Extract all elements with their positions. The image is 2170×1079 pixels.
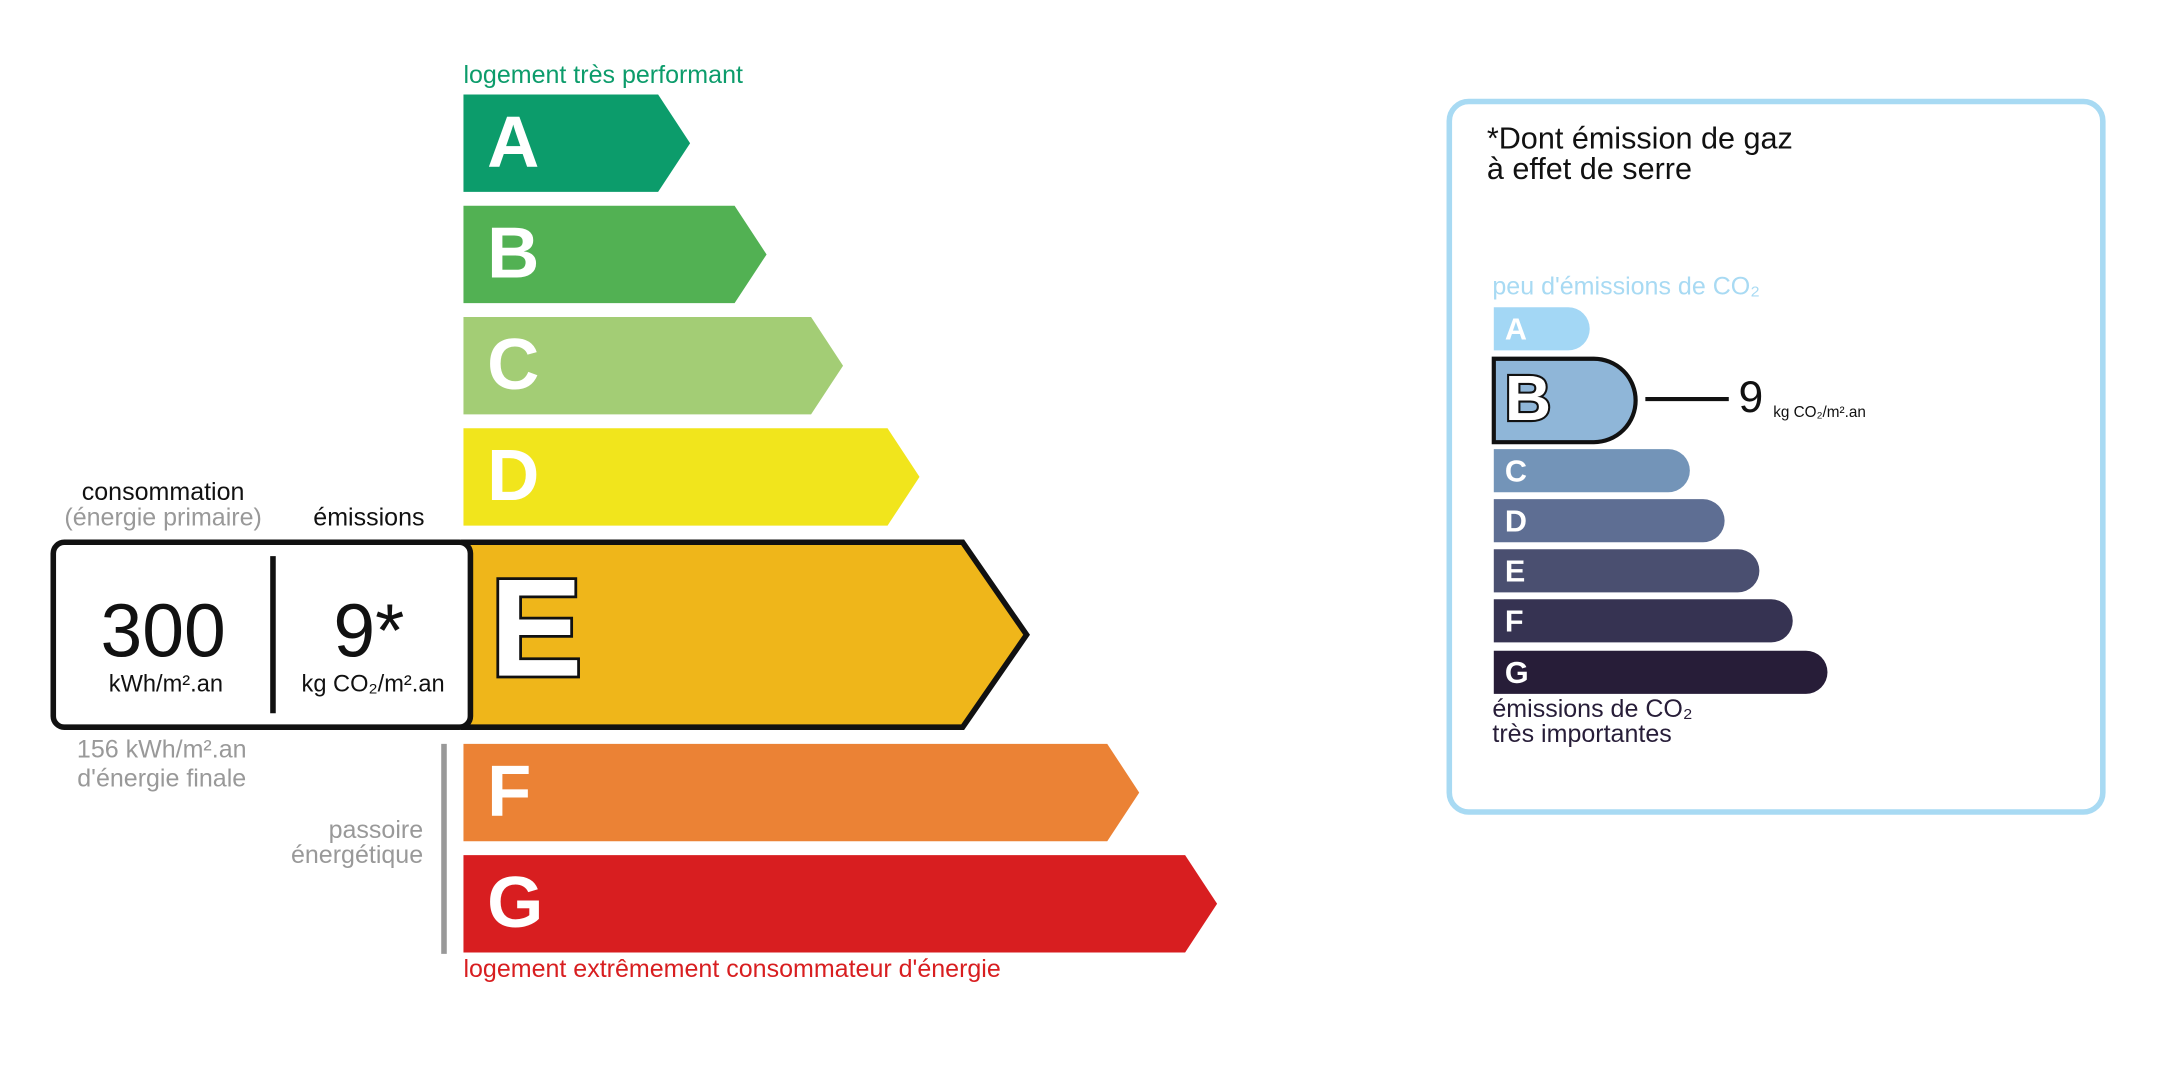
final-energy: d'énergie finale	[77, 765, 246, 793]
bottom-label: logement extrêmement consommateur d'éner…	[463, 955, 1000, 983]
climate-class-bar	[1491, 356, 1638, 445]
energy-class-letter: D	[487, 436, 539, 516]
emissions-label: émissions	[313, 503, 424, 531]
climate-unit: kg CO₂/m².an	[1773, 404, 1866, 421]
emissions-value: 9*	[333, 589, 404, 673]
climate-class-bar	[1493, 599, 1793, 643]
energy-class-bar	[463, 205, 767, 304]
consumption-unit: kWh/m².an	[109, 672, 223, 698]
energy-class-letter: A	[487, 102, 539, 182]
climate-class-letter: A	[1505, 313, 1527, 347]
energy-class-bar	[463, 428, 920, 526]
energy-class-letter: F	[487, 752, 531, 832]
climate-class-bar	[1493, 650, 1828, 694]
climate-title: à effet de serre	[1487, 152, 1692, 186]
sieve-label: énergétique	[291, 841, 423, 869]
value-box	[50, 539, 474, 730]
energy-class-letter: C	[487, 325, 539, 405]
climate-class-bar	[1493, 307, 1590, 351]
climate-class-letter: G	[1505, 656, 1529, 690]
final-energy: 156 kWh/m².an	[77, 735, 247, 763]
climate-class-letter: D	[1505, 505, 1527, 539]
energy-class-letter: B	[487, 214, 539, 294]
climate-class-letter: C	[1505, 455, 1527, 489]
consumption-label: consommation	[82, 478, 245, 506]
consumption-value: 300	[100, 589, 225, 673]
climate-class-letter: B	[1505, 362, 1551, 434]
consumption-sublabel: (énergie primaire)	[64, 503, 261, 531]
climate-class-letter: E	[1505, 555, 1525, 589]
energy-class-letter: E	[490, 551, 583, 706]
climate-value: 9	[1739, 373, 1764, 422]
sieve-label: passoire	[329, 816, 424, 844]
climate-bottom-label: émissions de CO₂	[1492, 695, 1692, 723]
energy-class-bar	[463, 855, 1218, 953]
climate-top-label: peu d'émissions de CO₂	[1492, 272, 1760, 300]
energy-class-letter: G	[487, 863, 543, 943]
climate-class-bar	[1493, 549, 1760, 593]
energy-class-bar	[463, 743, 1140, 842]
energy-class-bar	[463, 94, 691, 192]
climate-class-bar	[1493, 499, 1725, 543]
climate-class-bar	[1493, 449, 1690, 493]
emissions-unit: kg CO₂/m².an	[302, 672, 445, 698]
climate-bottom-label: très importantes	[1492, 720, 1671, 748]
climate-title: *Dont émission de gaz	[1487, 122, 1793, 156]
top-label: logement très performant	[463, 61, 743, 89]
climate-class-letter: F	[1505, 605, 1524, 639]
energy-class-bar	[463, 317, 844, 415]
